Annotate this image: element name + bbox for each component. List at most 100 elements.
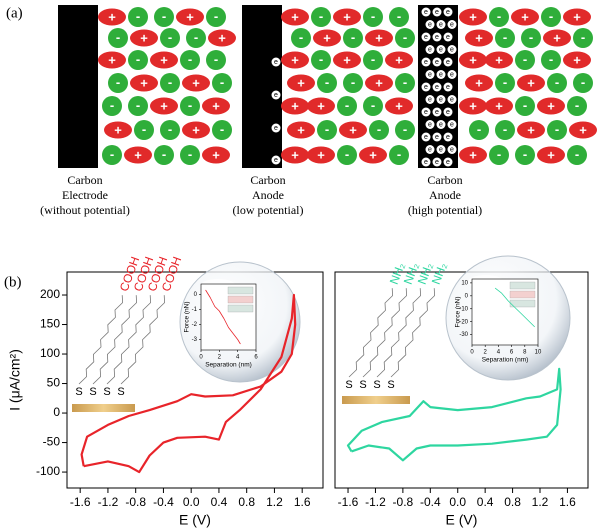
x-tick-label: 2	[484, 349, 488, 355]
cation	[130, 74, 158, 92]
cation-sign: +	[291, 98, 299, 113]
inset-y-label: Force (nN)	[184, 301, 191, 332]
cation	[537, 97, 565, 115]
electron-sign: e	[446, 34, 450, 41]
cation-sign: +	[160, 98, 168, 113]
anion	[567, 96, 587, 116]
alkyl-chain	[120, 295, 166, 385]
cation-sign: +	[469, 147, 477, 162]
cation-sign: +	[317, 147, 325, 162]
anion-sign: -	[168, 29, 172, 44]
electron-sign: e	[450, 21, 454, 28]
x-tick-label: -0.4	[153, 495, 174, 509]
anion-sign: -	[345, 97, 349, 112]
x-tick-label: 0	[199, 354, 203, 360]
anion-sign: -	[371, 51, 375, 66]
electrode-label: Anode	[429, 188, 461, 202]
y-tick-label: -100	[36, 464, 60, 478]
cation	[537, 146, 565, 164]
anion	[343, 73, 363, 93]
y-tick-label: 50	[47, 376, 61, 390]
cation	[182, 74, 210, 92]
electron-sign: e	[439, 21, 443, 28]
cation-sign: +	[495, 52, 503, 67]
x-tick-label: 0.0	[183, 495, 200, 509]
anion-sign: -	[299, 29, 303, 44]
cation	[98, 51, 126, 69]
cation-sign: +	[134, 147, 142, 162]
anion-sign: -	[116, 74, 120, 89]
anchor-atom: S	[117, 386, 124, 398]
x-axis-label: E (V)	[179, 512, 211, 528]
anion	[541, 7, 561, 27]
electron-sign: e	[446, 84, 450, 91]
anion-sign: -	[477, 121, 481, 136]
x-tick-label: 4	[497, 349, 501, 355]
anion	[180, 145, 200, 165]
cation	[281, 146, 309, 164]
cation	[104, 121, 132, 139]
cation-sign: +	[395, 52, 403, 67]
alkyl-chain	[92, 295, 138, 385]
electron-sign: e	[424, 59, 428, 66]
electron-sign: e	[428, 71, 432, 78]
anion	[180, 50, 200, 70]
electron-sign: e	[274, 157, 278, 164]
anion	[469, 120, 489, 140]
anion-sign: -	[397, 8, 401, 23]
anion	[160, 73, 180, 93]
cation	[287, 121, 315, 139]
electron	[436, 120, 446, 129]
anion	[343, 28, 363, 48]
anion-sign: -	[188, 146, 192, 161]
cation	[563, 8, 591, 26]
anion-sign: -	[403, 29, 407, 44]
anion	[515, 50, 535, 70]
cation-sign: +	[297, 122, 305, 137]
electron-sign: e	[428, 46, 432, 53]
y-tick-label: -50	[43, 435, 61, 449]
electrode-label: Carbon	[250, 173, 285, 187]
y-tick-label: -30	[459, 332, 468, 338]
anion	[363, 7, 383, 27]
cation-sign: +	[140, 30, 148, 45]
anion-sign: -	[503, 29, 507, 44]
anion	[495, 28, 515, 48]
x-tick-label: 0.8	[504, 495, 521, 509]
cation	[150, 51, 178, 69]
electron	[425, 45, 435, 54]
anion-sign: -	[136, 8, 140, 23]
electron-sign: e	[424, 34, 428, 41]
cation-sign: +	[527, 122, 535, 137]
electron	[443, 57, 453, 67]
anion-sign: -	[351, 74, 355, 89]
anion-sign: -	[214, 51, 218, 66]
electron-sign: e	[450, 121, 454, 128]
anion	[102, 96, 122, 116]
electron-sign: e	[435, 84, 439, 91]
electrode-label: (low potential)	[233, 203, 304, 217]
cation-sign: +	[547, 98, 555, 113]
y-tick-label: -10	[459, 306, 468, 312]
anchor-atom: S	[75, 386, 82, 398]
alkyl-chain	[348, 288, 394, 378]
anion	[337, 96, 357, 116]
cation	[385, 97, 413, 115]
anion-sign: -	[497, 146, 501, 161]
anion-sign: -	[575, 146, 579, 161]
electron-sign: e	[450, 71, 454, 78]
anion-sign: -	[529, 29, 533, 44]
anion	[160, 28, 180, 48]
x-tick-label: 4	[236, 354, 240, 360]
electron	[443, 32, 453, 42]
anion-sign: -	[397, 146, 401, 161]
cation-sign: +	[212, 98, 220, 113]
inset-image	[509, 290, 536, 299]
x-tick-label: 1.6	[559, 495, 576, 509]
anchor-atom: S	[89, 386, 96, 398]
inset-image	[227, 295, 254, 304]
anion	[128, 96, 148, 116]
x-tick-label: 1.2	[532, 495, 549, 509]
electron-sign: e	[446, 109, 450, 116]
